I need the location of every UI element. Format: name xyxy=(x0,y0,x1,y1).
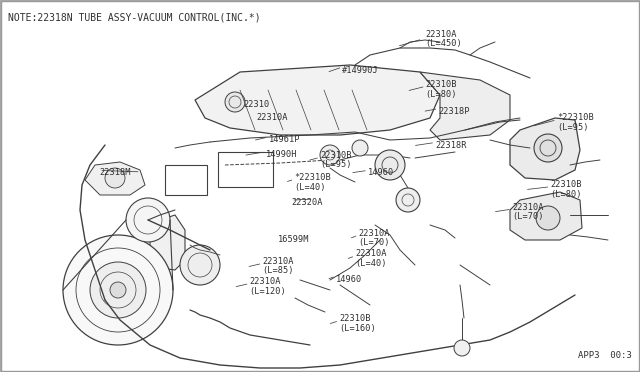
Circle shape xyxy=(454,340,470,356)
Circle shape xyxy=(180,245,220,285)
Text: NOTE:22318N TUBE ASSY-VACUUM CONTROL(INC.*): NOTE:22318N TUBE ASSY-VACUUM CONTROL(INC… xyxy=(8,12,260,22)
Text: 16599M: 16599M xyxy=(278,235,310,244)
Text: 22318P: 22318P xyxy=(438,107,470,116)
Text: 14960: 14960 xyxy=(336,275,362,283)
Text: 22310A
(L=40): 22310A (L=40) xyxy=(355,249,387,268)
Text: 22310B
(L=80): 22310B (L=80) xyxy=(550,180,582,199)
Polygon shape xyxy=(85,162,145,195)
Text: *22310B
(L=95): *22310B (L=95) xyxy=(557,113,593,132)
Text: 14990H: 14990H xyxy=(266,150,297,159)
Text: 22310B
(L=95): 22310B (L=95) xyxy=(320,151,351,169)
Circle shape xyxy=(126,198,170,242)
Text: 22310A
(L=85): 22310A (L=85) xyxy=(262,257,294,275)
Bar xyxy=(165,165,207,195)
Circle shape xyxy=(352,140,368,156)
Text: 22310A
(L=450): 22310A (L=450) xyxy=(426,30,462,48)
Circle shape xyxy=(396,188,420,212)
Text: 14960: 14960 xyxy=(368,169,394,177)
Text: #14990J: #14990J xyxy=(342,66,379,75)
Text: 22320A: 22320A xyxy=(291,198,323,207)
Circle shape xyxy=(225,92,245,112)
Circle shape xyxy=(105,168,125,188)
Polygon shape xyxy=(510,118,580,180)
Text: 22318R: 22318R xyxy=(435,141,467,150)
Text: APP3  00:3: APP3 00:3 xyxy=(579,351,632,360)
Text: 22310B
(L=80): 22310B (L=80) xyxy=(426,80,457,99)
Text: 22310A
(L=70): 22310A (L=70) xyxy=(512,203,543,221)
Polygon shape xyxy=(150,215,185,270)
Text: 22310A
(L=70): 22310A (L=70) xyxy=(358,229,390,247)
Text: 22318M: 22318M xyxy=(99,169,131,177)
Circle shape xyxy=(320,145,340,165)
Text: 22310B
(L=160): 22310B (L=160) xyxy=(339,314,376,333)
Circle shape xyxy=(90,262,146,318)
Text: 14961P: 14961P xyxy=(269,135,300,144)
Polygon shape xyxy=(420,72,510,140)
Circle shape xyxy=(375,150,405,180)
Circle shape xyxy=(534,134,562,162)
Text: *22310B
(L=40): *22310B (L=40) xyxy=(294,173,331,192)
Text: 22310A
(L=120): 22310A (L=120) xyxy=(250,277,286,296)
Text: 22310: 22310 xyxy=(243,100,269,109)
Polygon shape xyxy=(510,192,582,240)
Bar xyxy=(218,152,273,187)
Circle shape xyxy=(110,282,126,298)
Text: 22310A: 22310A xyxy=(256,113,287,122)
Circle shape xyxy=(63,235,173,345)
Polygon shape xyxy=(195,65,440,135)
Circle shape xyxy=(536,206,560,230)
